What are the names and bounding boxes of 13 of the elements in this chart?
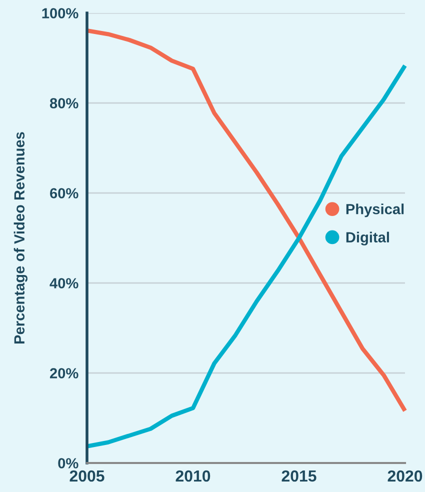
legend-label: Physical [346,204,404,218]
y-tick-label: 100% [42,8,78,18]
y-tick-label: 20% [50,368,78,378]
y-tick-label: 80% [50,98,78,108]
y-tick-label: 40% [50,278,78,288]
x-tick-label: 2005 [70,470,104,482]
x-tick-label: 2015 [282,470,316,482]
y-axis-title: Percentage of Video Revenues [14,132,28,344]
x-tick-label: 2010 [176,470,210,482]
y-tick-label: 0% [58,458,78,468]
legend-label: Digital [346,232,389,246]
y-tick-label: 60% [50,188,78,198]
x-tick-label: 2020 [388,470,422,482]
